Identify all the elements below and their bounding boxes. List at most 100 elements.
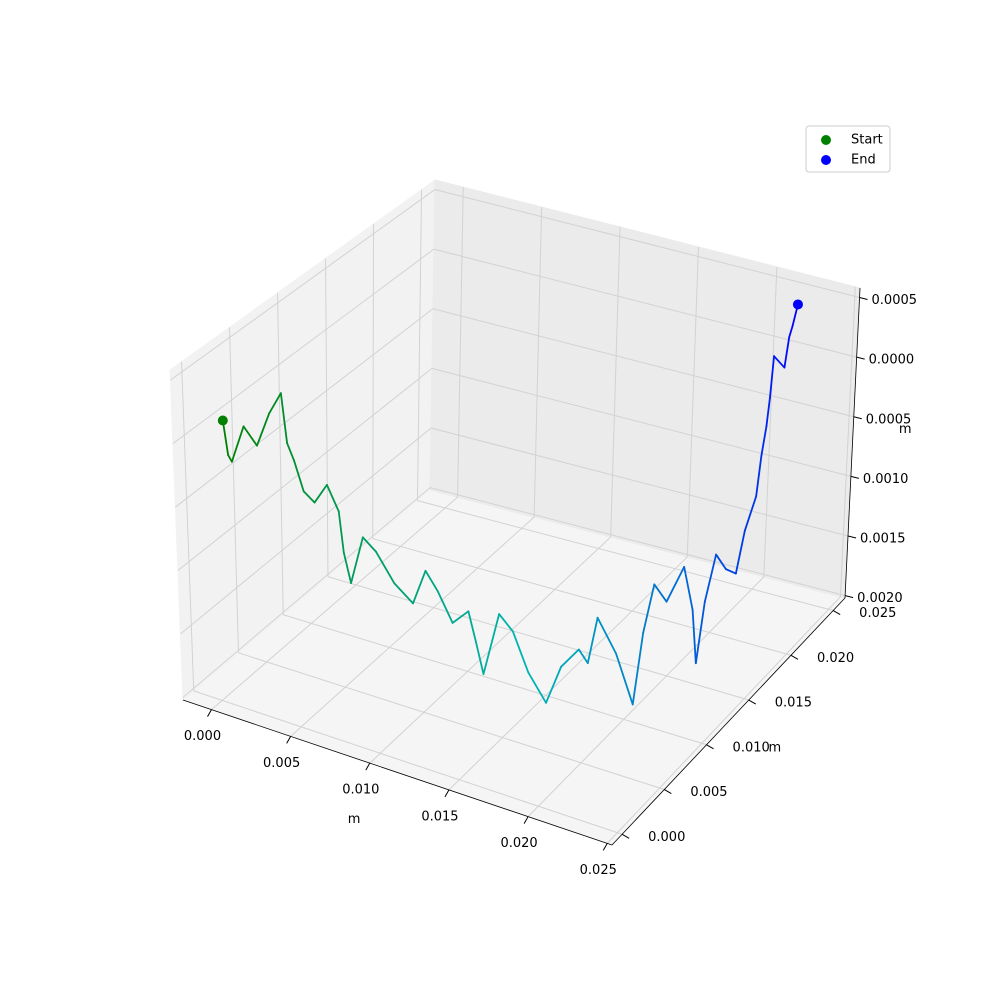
tick-mark (444, 789, 450, 798)
trajectory-segment (783, 336, 791, 369)
grid-line (182, 487, 431, 698)
trajectory-segment (498, 613, 514, 633)
grid-line (177, 367, 433, 571)
x-axis (182, 699, 613, 846)
legend-label: End (851, 153, 876, 168)
grid-line (606, 596, 841, 844)
trajectory-segment (230, 425, 245, 463)
grid-line (372, 538, 792, 656)
trajectory-segment (221, 419, 230, 456)
grid-line (434, 189, 860, 299)
grid-line (283, 614, 707, 746)
trajectory-segment (527, 671, 547, 704)
grid-line (325, 258, 329, 577)
tick-mark (790, 654, 799, 660)
trajectory-segment (769, 355, 775, 399)
trajectory-segment (482, 613, 501, 675)
trajectory-segment (683, 565, 694, 611)
trajectory-segment (293, 459, 305, 493)
trajectory-segment (734, 529, 746, 575)
trajectory-segment (586, 616, 599, 665)
trajectory-segment (715, 553, 727, 571)
z-tick-label: 0.0005 (866, 412, 912, 427)
grid-line (527, 576, 765, 817)
trajectory-segment (724, 568, 737, 575)
tick-mark (523, 816, 529, 824)
tick-mark (207, 709, 212, 717)
grid-line (457, 187, 464, 498)
trajectory-segment (279, 392, 288, 444)
x-tick-label: 0.000 (184, 729, 221, 744)
z-axis-label: m (899, 422, 912, 437)
grid-line (431, 367, 852, 477)
x-tick-label: 0.015 (421, 809, 458, 824)
y-tick-label: 0.020 (817, 651, 854, 666)
grid-line (430, 427, 849, 537)
tick-mark (286, 736, 292, 744)
trajectory-segment (227, 454, 233, 463)
grid-line (327, 576, 749, 701)
grid-line (172, 248, 435, 445)
grid-line (180, 427, 432, 635)
grid-line (193, 690, 623, 835)
trajectory-segment (694, 601, 706, 665)
grid-line (433, 248, 857, 358)
tick-mark (844, 595, 854, 599)
trajectory-segment (361, 536, 377, 553)
y-tick-label: 0.025 (859, 606, 896, 621)
tick-mark (859, 297, 868, 301)
tick-mark (856, 356, 865, 360)
tick-mark (602, 843, 608, 851)
trajectory-segment (475, 641, 485, 675)
trajectory-segment (596, 616, 617, 655)
tick-mark (853, 416, 862, 420)
legend-label: Start (851, 133, 883, 148)
trajectory-segment (653, 583, 668, 603)
trajectory-segment (467, 610, 477, 643)
y-tick-label: 0.005 (690, 785, 727, 800)
trajectory-segment (511, 630, 530, 674)
trajectory-segment (665, 565, 686, 603)
grid-line (238, 652, 665, 790)
z-tick-label: 0.0020 (857, 591, 903, 606)
z-tick-label: 0.0005 (872, 293, 918, 308)
x-tick-label: 0.025 (580, 863, 617, 878)
trajectory-segment (412, 569, 427, 605)
tick-mark (847, 535, 857, 539)
grid-line (277, 292, 284, 615)
grid-line (417, 500, 834, 612)
tick-mark (365, 762, 371, 771)
trajectory-segment (375, 550, 396, 585)
trajectory-segment (631, 631, 645, 706)
trajectory-segment (256, 412, 271, 447)
grid-line (170, 189, 436, 381)
grid-line (372, 224, 375, 539)
marker (217, 415, 228, 426)
tick-mark (706, 744, 714, 750)
trajectory-segment (577, 648, 589, 665)
x-tick-label: 0.010 (342, 783, 379, 798)
z-tick-label: 0.0010 (863, 472, 909, 487)
trajectory-segment (302, 490, 316, 504)
legend: Start End (805, 125, 891, 173)
y-axis (611, 597, 846, 846)
y-axis-label: m (769, 740, 782, 755)
legend-marker (821, 155, 831, 165)
grid-line (432, 308, 854, 418)
grid-line (181, 361, 195, 691)
grid-line (448, 556, 688, 791)
z-axis (844, 287, 861, 599)
trajectory-segment (743, 495, 758, 532)
tick-mark (664, 789, 672, 794)
trajectory-segment (286, 442, 295, 462)
grid-line (416, 189, 423, 501)
trajectory-segment (703, 553, 717, 603)
x-tick-label: 0.020 (500, 836, 537, 851)
trajectory-segment (765, 396, 771, 428)
trajectory-segment (424, 569, 439, 593)
trajectory-segment (560, 648, 580, 668)
tick-mark (850, 475, 860, 479)
y-tick-label: 0.015 (775, 696, 812, 711)
grid-line (290, 516, 535, 737)
grid-line (610, 227, 621, 538)
